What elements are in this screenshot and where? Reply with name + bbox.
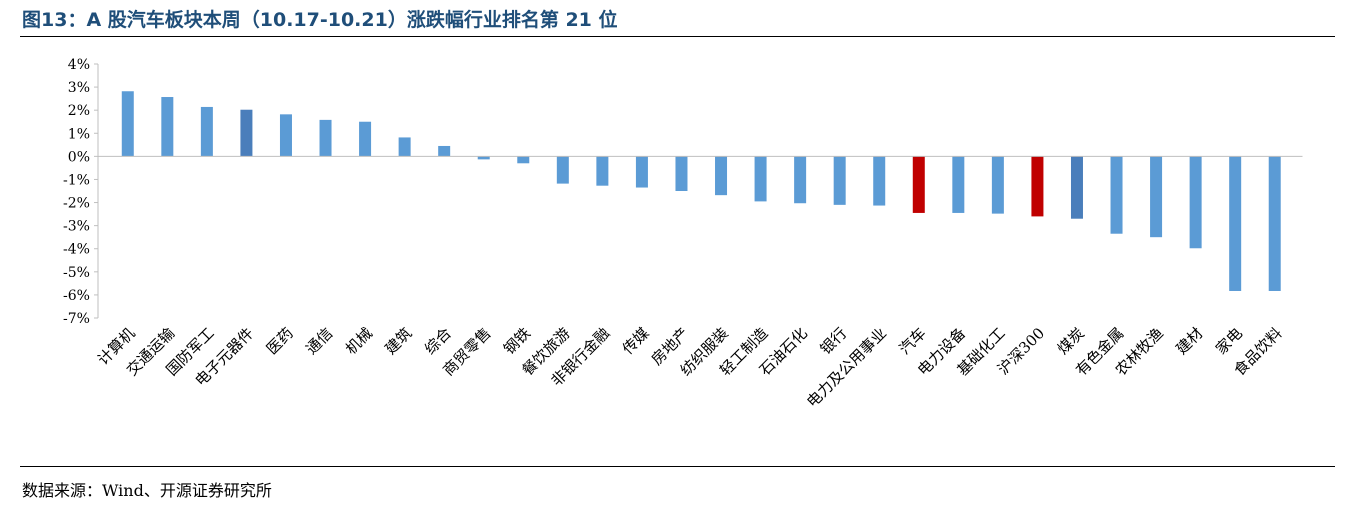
bar	[477, 156, 490, 160]
bar	[1031, 156, 1044, 217]
y-tick-label: -4%	[63, 242, 90, 258]
bar	[200, 106, 213, 157]
bar	[1150, 156, 1163, 238]
bar	[438, 145, 451, 157]
bar	[1110, 156, 1123, 234]
bar	[635, 156, 648, 188]
category-label: 煤炭	[1054, 324, 1088, 358]
y-tick-label: -7%	[63, 311, 90, 327]
bar	[398, 137, 411, 157]
bar	[675, 156, 688, 191]
bar	[952, 156, 965, 213]
bar	[517, 156, 530, 164]
bar	[754, 156, 767, 202]
bar	[833, 156, 846, 205]
bar	[319, 119, 332, 157]
category-label: 机械	[342, 324, 376, 358]
y-tick-label: -2%	[63, 196, 90, 212]
source-divider	[20, 466, 1335, 467]
y-tick-label: -6%	[63, 288, 90, 304]
bar	[1268, 156, 1281, 291]
y-tick-label: 2%	[68, 103, 90, 119]
y-tick-label: 4%	[68, 57, 90, 73]
bar	[121, 91, 134, 157]
category-label: 医药	[263, 324, 297, 358]
y-tick-label: 1%	[68, 126, 90, 142]
bar	[1070, 156, 1083, 219]
chart-title: 图13：A 股汽车板块本周（10.17-10.21）涨跌幅行业排名第 21 位	[22, 9, 618, 31]
bar	[1229, 156, 1242, 291]
bar	[279, 114, 292, 157]
bars-group	[121, 91, 1281, 291]
bar	[161, 97, 174, 157]
category-label: 传媒	[619, 324, 653, 358]
category-label: 汽车	[896, 324, 930, 358]
bar	[991, 156, 1004, 214]
title-divider	[20, 36, 1335, 37]
bar	[715, 156, 728, 196]
bar	[556, 156, 569, 184]
category-label: 综合	[421, 324, 455, 358]
y-axis: 4% 3% 2% 1% 0% -1% -2% -3% -4% -5% -6% -7%	[63, 57, 99, 327]
bar	[912, 156, 925, 213]
category-label: 建筑	[382, 324, 416, 358]
category-label: 家电	[1212, 324, 1246, 358]
category-label: 钢铁	[500, 324, 534, 358]
source-note: 数据来源：Wind、开源证券研究所	[22, 481, 272, 500]
category-label: 银行	[817, 324, 851, 358]
category-label: 建材	[1173, 324, 1207, 358]
bar	[240, 109, 253, 157]
y-tick-label: -1%	[63, 172, 90, 188]
bar	[873, 156, 886, 206]
y-tick-label: 0%	[68, 149, 90, 165]
bar	[359, 121, 372, 157]
y-tick-label: 3%	[68, 80, 90, 96]
category-label: 通信	[302, 324, 336, 358]
bar	[794, 156, 807, 204]
bar	[1189, 156, 1202, 249]
bar	[596, 156, 609, 186]
y-tick-label: -3%	[63, 219, 90, 235]
bar-chart: 4% 3% 2% 1% 0% -1% -2% -3% -4% -5% -6% -7% 计算机交通运输国…	[63, 57, 1303, 411]
y-tick-label: -5%	[63, 265, 90, 281]
